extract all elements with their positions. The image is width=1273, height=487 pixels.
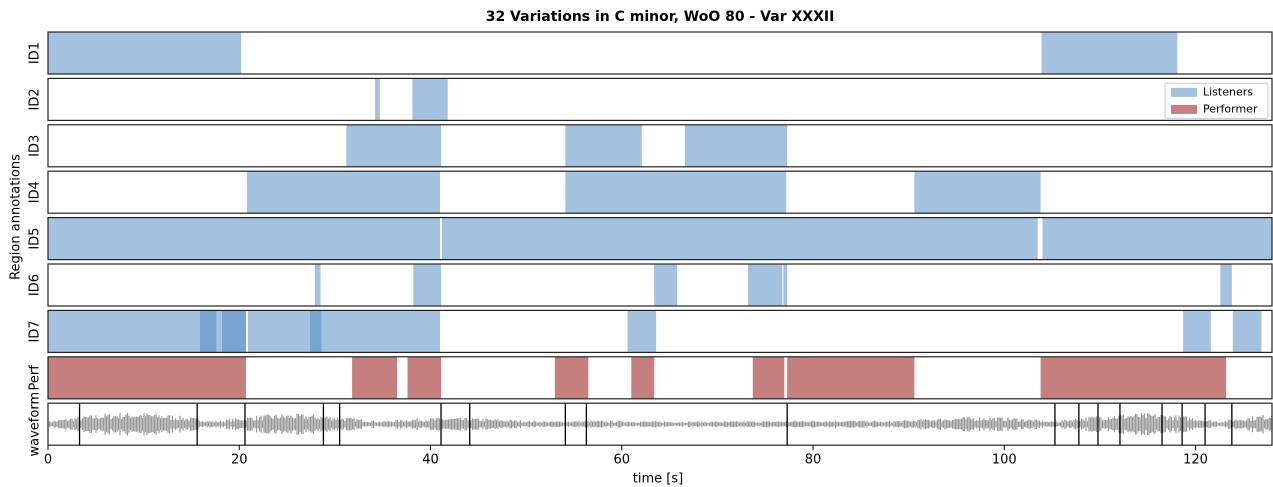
interval <box>314 264 321 306</box>
legend-swatch <box>1171 104 1197 114</box>
interval <box>565 171 787 214</box>
row-label: Perf <box>28 365 43 391</box>
row-label: ID7 <box>28 320 43 342</box>
row-label: ID2 <box>28 88 43 110</box>
interval <box>310 310 322 353</box>
legend-swatch <box>1171 87 1197 97</box>
interval <box>441 217 1038 260</box>
interval <box>1041 32 1178 74</box>
interval <box>684 124 788 167</box>
y-axis-label: Region annotations <box>9 154 24 280</box>
interval <box>346 124 442 167</box>
interval <box>747 264 783 306</box>
x-tick-label: 120 <box>1183 453 1208 468</box>
x-tick-label: 20 <box>231 453 248 468</box>
x-tick-label: 80 <box>805 453 822 468</box>
interval <box>654 264 678 306</box>
interval <box>352 356 398 399</box>
interval <box>631 356 655 399</box>
interval <box>787 356 915 399</box>
interval <box>222 310 246 353</box>
interval <box>375 78 380 121</box>
x-tick-label: 100 <box>992 453 1017 468</box>
interval <box>752 356 785 399</box>
interval <box>783 264 788 306</box>
axes-frame <box>47 31 1273 75</box>
interval <box>200 310 217 353</box>
interval <box>407 356 442 399</box>
row-label: waveform <box>28 392 43 457</box>
x-axis-label: time [s] <box>633 472 683 487</box>
row-label: ID3 <box>28 135 43 157</box>
axes-frame <box>47 77 1273 122</box>
axes-frame <box>47 402 1273 446</box>
interval <box>554 356 589 399</box>
interval <box>246 171 441 214</box>
axes-frame <box>47 124 1273 168</box>
axes-frame <box>47 217 1273 261</box>
waveform <box>47 412 1273 436</box>
x-tick-label: 0 <box>44 453 52 468</box>
interval <box>1183 310 1211 353</box>
legend-label: Performer <box>1203 102 1258 115</box>
interval <box>1232 310 1262 353</box>
x-tick-label: 40 <box>422 453 439 468</box>
interval <box>1220 264 1232 306</box>
interval <box>413 264 442 306</box>
interval <box>48 217 245 260</box>
axes-frame <box>47 170 1273 214</box>
axes-frame <box>47 356 1273 400</box>
interval <box>565 124 642 167</box>
interval <box>1042 217 1272 260</box>
chart-title: 32 Variations in C minor, WoO 80 - Var X… <box>486 9 835 25</box>
axes-frame <box>47 263 1273 307</box>
row-label: ID4 <box>28 181 43 203</box>
row-label: ID1 <box>28 42 43 64</box>
interval <box>1040 356 1227 399</box>
interval <box>378 310 441 353</box>
interval <box>412 78 448 121</box>
row-label: ID5 <box>28 228 43 250</box>
interval <box>627 310 657 353</box>
interval <box>48 356 246 399</box>
x-tick-label: 60 <box>613 453 630 468</box>
axes-frame <box>47 309 1273 353</box>
row-label: ID6 <box>28 274 43 296</box>
legend-label: Listeners <box>1203 85 1253 98</box>
interval <box>914 171 1041 214</box>
interval <box>48 32 242 74</box>
interval <box>244 217 441 260</box>
